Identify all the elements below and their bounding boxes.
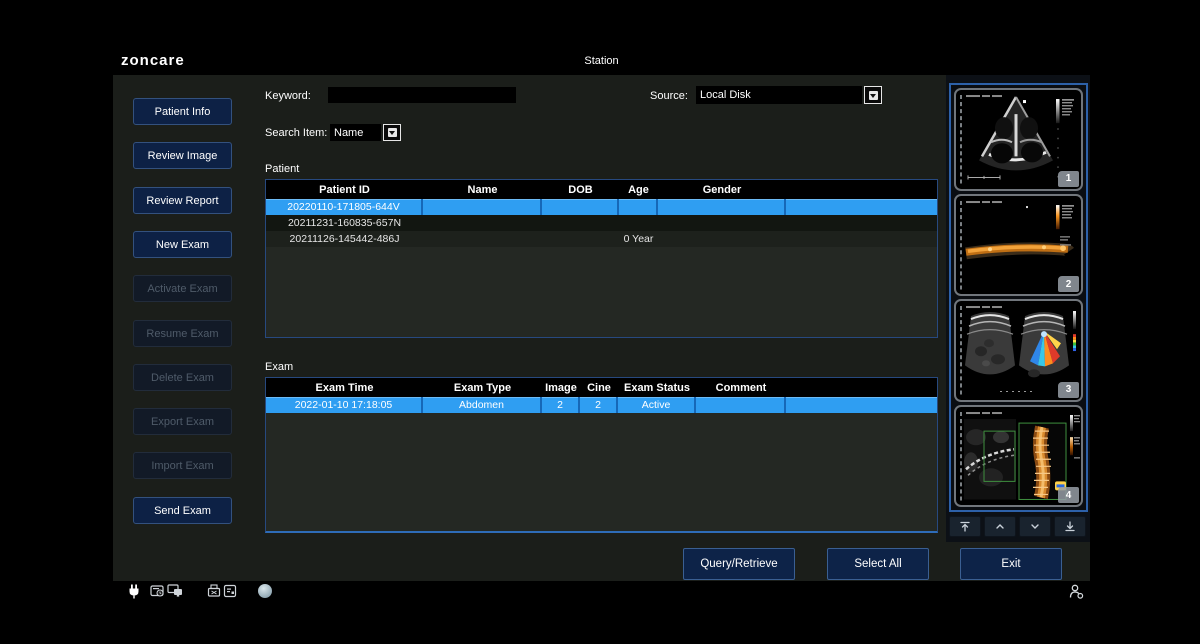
power-plug-icon (127, 584, 141, 604)
source-select[interactable]: Local Disk (696, 86, 862, 104)
title-bar: zoncare Station (113, 48, 1090, 75)
col-comment: Comment (715, 381, 767, 394)
patient-row-selected[interactable]: 20220110-171805-644V (266, 199, 937, 215)
thumbnail-number-badge: 4 (1058, 487, 1079, 503)
thumbnail-number-badge: 1 (1058, 170, 1079, 187)
import-exam-button[interactable]: Import Exam (133, 452, 232, 479)
col-exam-status: Exam Status (623, 381, 691, 394)
cardiac-ultrasound-thumbnail (960, 95, 1074, 184)
source-label: Source: (650, 90, 688, 102)
review-image-button[interactable]: Review Image (133, 142, 232, 169)
image-file-icon (223, 584, 237, 603)
patient-table: Patient ID Name DOB Age Gender 20220110-… (265, 179, 938, 338)
col-gender: Gender (702, 183, 742, 196)
col-exam-type: Exam Type (453, 381, 512, 394)
col-patient-id: Patient ID (319, 183, 370, 196)
search-item-label: Search Item: (265, 127, 328, 139)
source-dropdown-button[interactable] (864, 86, 882, 104)
patient-row[interactable]: 20211126-145442-486J 0 Year (266, 231, 937, 247)
search-item-dropdown-button[interactable] (383, 124, 401, 141)
keyword-label: Keyword: (265, 90, 311, 102)
station-window: zoncare Station Patient Info Review Imag… (113, 48, 1090, 605)
patient-section-label: Patient (265, 163, 300, 175)
col-exam-time: Exam Time (315, 381, 374, 394)
window-title: Station (584, 55, 619, 67)
exam-table: Exam Time Exam Type Image Cine Exam Stat… (265, 377, 938, 533)
thumbnail-number-badge: 3 (1058, 381, 1079, 398)
col-cine: Cine (587, 381, 611, 394)
abdomen-color-doppler-thumbnail (960, 306, 1076, 395)
zoncare-logo: zoncare (121, 52, 185, 69)
query-retrieve-button[interactable]: Query/Retrieve (683, 548, 795, 580)
search-item-select[interactable]: Name (330, 124, 381, 141)
select-all-button[interactable]: Select All (827, 548, 929, 580)
main-panel: Patient Info Review Image Review Report … (113, 75, 1090, 581)
scroll-to-first-icon (960, 521, 970, 532)
user-permission-icon (1069, 584, 1084, 604)
thumbnail-nav-bar (949, 516, 1086, 537)
thumbnail-2-elastography[interactable]: 2 (954, 193, 1083, 296)
send-exam-button[interactable]: Send Exam (133, 497, 232, 524)
col-dob: DOB (568, 183, 593, 196)
patient-table-header: Patient ID Name DOB Age Gender (266, 180, 937, 199)
exam-table-header: Exam Time Exam Type Image Cine Exam Stat… (266, 378, 937, 397)
col-name: Name (467, 183, 498, 196)
elastography-band-thumbnail (960, 200, 1074, 289)
patient-info-button[interactable]: Patient Info (133, 98, 232, 125)
exam-section-label: Exam (265, 361, 294, 373)
exit-button[interactable]: Exit (960, 548, 1062, 580)
scroll-up-button[interactable] (984, 516, 1016, 537)
printer-box-icon (207, 584, 221, 603)
thumbnail-4-fetal-spine-3d[interactable]: 4 (954, 404, 1083, 507)
export-exam-button[interactable]: Export Exam (133, 408, 232, 435)
resume-exam-button[interactable]: Resume Exam (133, 320, 232, 347)
col-age: Age (628, 183, 649, 196)
patient-row[interactable]: 20211231-160835-657N (266, 215, 937, 231)
chevron-down-icon (868, 90, 878, 100)
thumbnail-list: 1 2 (949, 83, 1088, 512)
activate-exam-button[interactable]: Activate Exam (133, 275, 232, 302)
status-circle (258, 584, 272, 598)
new-exam-button[interactable]: New Exam (133, 231, 232, 258)
thumbnail-3-abdomen-doppler[interactable]: 3 (954, 299, 1083, 402)
dual-monitor-icon (167, 584, 183, 603)
scroll-to-first-button[interactable] (949, 516, 981, 537)
keyword-input[interactable] (328, 87, 516, 103)
thumbnail-number-badge: 2 (1058, 276, 1079, 292)
scroll-to-last-button[interactable] (1054, 516, 1086, 537)
delete-exam-button[interactable]: Delete Exam (133, 364, 232, 391)
chevron-down-icon (1031, 524, 1039, 529)
scroll-down-button[interactable] (1019, 516, 1051, 537)
chevron-down-icon (387, 128, 397, 137)
scroll-to-last-icon (1065, 521, 1075, 532)
review-report-button[interactable]: Review Report (133, 187, 232, 214)
col-image: Image (545, 381, 577, 394)
chevron-up-icon (996, 524, 1004, 529)
thumbnail-1-cardiac[interactable]: 1 (954, 88, 1083, 191)
exam-row-selected[interactable]: 2022-01-10 17:18:05 Abdomen 2 2 Active (266, 397, 937, 413)
disk-clock-icon (150, 584, 165, 603)
